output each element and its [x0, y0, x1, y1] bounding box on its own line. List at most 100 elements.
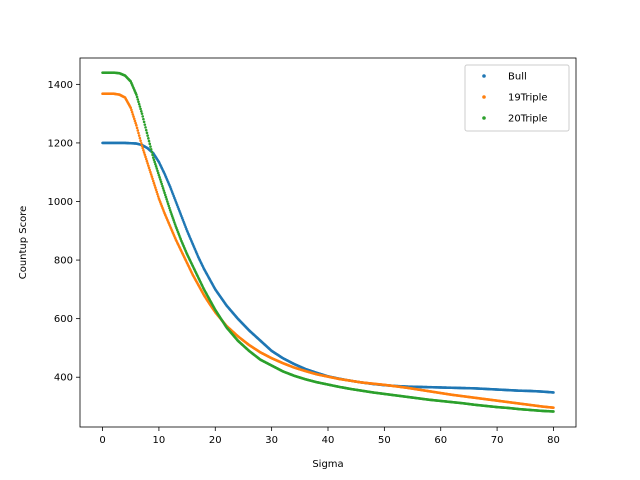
- data-point: [147, 137, 150, 140]
- legend-label: Bull: [508, 72, 527, 83]
- data-point: [139, 107, 142, 111]
- data-point: [149, 170, 152, 174]
- data-point: [161, 187, 165, 190]
- data-point: [149, 173, 153, 176]
- data-point: [138, 105, 142, 108]
- data-point: [147, 139, 151, 143]
- legend: Bull 19Triple 20Triple: [464, 64, 570, 132]
- legend-item-20triple: 20Triple: [482, 114, 548, 125]
- data-point: [144, 155, 147, 159]
- data-point: [152, 181, 156, 185]
- legend-marker: [482, 95, 486, 99]
- data-point: [146, 134, 149, 137]
- data-point: [163, 193, 167, 197]
- data-point: [172, 219, 176, 222]
- data-point: [149, 145, 152, 148]
- x-tick-label: 40: [322, 435, 335, 446]
- data-point: [148, 168, 152, 172]
- data-point: [167, 204, 171, 208]
- data-point: [155, 190, 159, 194]
- data-point: [140, 112, 144, 115]
- data-point: [160, 182, 164, 186]
- data-point: [168, 208, 172, 212]
- data-point: [151, 156, 155, 159]
- x-tick-label: 80: [547, 435, 560, 446]
- data-point: [147, 166, 151, 170]
- legend-box: [464, 64, 570, 132]
- data-point: [146, 162, 149, 165]
- y-tick-label: 1400: [48, 80, 73, 91]
- legend-marker: [482, 116, 486, 120]
- series-20triple: [101, 71, 555, 413]
- data-point: [156, 169, 159, 173]
- y-tick-label: 600: [54, 314, 73, 325]
- data-point: [139, 139, 142, 143]
- data-point: [135, 126, 139, 130]
- data-point: [140, 144, 144, 148]
- data-point: [156, 192, 159, 196]
- data-point: [149, 148, 153, 151]
- data-point: [151, 177, 154, 181]
- data-point: [141, 146, 145, 150]
- data-point: [142, 120, 146, 124]
- data-point: [132, 115, 135, 118]
- data-point: [137, 134, 141, 137]
- x-tick-label: 10: [153, 435, 166, 446]
- legend-label: 19Triple: [508, 93, 548, 104]
- x-axis-label: Sigma: [312, 459, 343, 470]
- data-point: [142, 117, 145, 121]
- data-point: [158, 176, 161, 179]
- data-point: [156, 171, 160, 175]
- data-point: [151, 153, 154, 157]
- data-point: [151, 179, 155, 183]
- y-tick-label: 1200: [48, 138, 73, 149]
- data-point: [148, 142, 152, 146]
- data-point: [156, 195, 160, 198]
- data-point: [137, 131, 140, 135]
- legend-marker: [482, 74, 486, 78]
- data-point: [130, 110, 134, 114]
- data-point: [552, 410, 555, 413]
- data-point: [162, 189, 166, 192]
- data-point: [159, 178, 162, 181]
- data-point: [173, 221, 176, 224]
- data-point: [144, 157, 148, 161]
- data-point: [138, 136, 142, 140]
- data-point: [131, 113, 135, 116]
- series-bull: [101, 141, 555, 394]
- x-tick-label: 20: [209, 435, 222, 446]
- x-axis: 0 10 20 30 40 50 60 70 80: [99, 427, 560, 446]
- legend-item-19triple: 19Triple: [482, 93, 548, 104]
- data-point: [147, 164, 150, 167]
- data-point: [154, 165, 158, 168]
- data-point: [139, 109, 143, 113]
- data-point: [157, 173, 161, 177]
- data-point: [166, 202, 170, 205]
- y-axis: 400 600 800 1000 1200 1400: [48, 80, 80, 384]
- data-point: [159, 180, 163, 184]
- data-point: [132, 117, 136, 121]
- data-point: [144, 128, 148, 132]
- data-point: [169, 210, 173, 214]
- series-19triple: [101, 92, 555, 409]
- data-point: [136, 98, 140, 101]
- data-point: [170, 213, 173, 216]
- data-point: [139, 141, 143, 145]
- data-point: [135, 95, 139, 99]
- data-point: [163, 191, 166, 195]
- x-tick-label: 70: [491, 435, 504, 446]
- data-point: [552, 406, 555, 409]
- legend-item-bull: Bull: [482, 72, 527, 83]
- data-point: [134, 121, 137, 125]
- x-tick-label: 60: [434, 435, 447, 446]
- data-point: [130, 108, 133, 112]
- data-point: [171, 217, 175, 220]
- data-point: [154, 188, 158, 192]
- data-point: [135, 93, 138, 96]
- x-tick-label: 50: [378, 435, 391, 446]
- data-point: [150, 175, 154, 178]
- data-point: [153, 160, 156, 164]
- x-tick-label: 0: [99, 435, 105, 446]
- data-point: [143, 123, 147, 126]
